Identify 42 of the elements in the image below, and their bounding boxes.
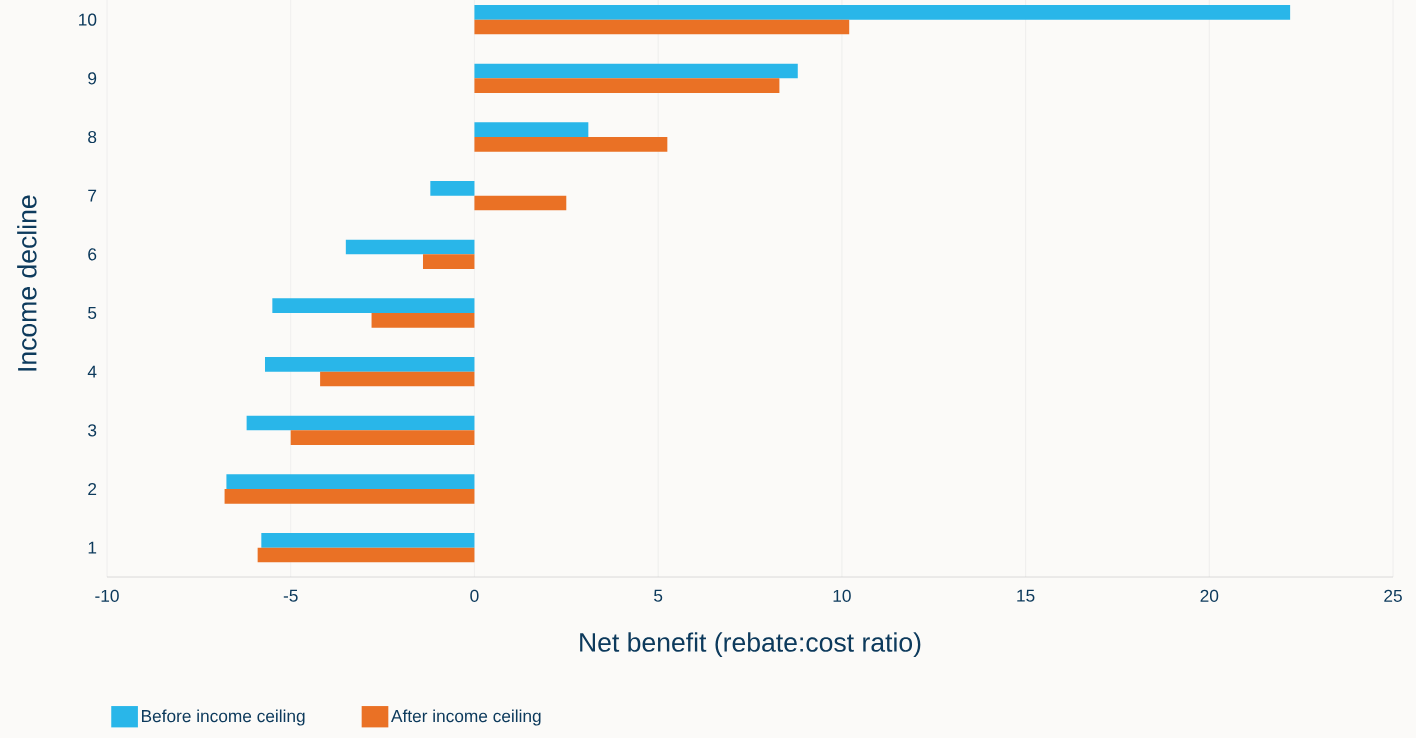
x-tick-label: 25 bbox=[1384, 589, 1402, 602]
x-tick-label: -10 bbox=[95, 589, 119, 602]
bar bbox=[430, 180, 475, 196]
bar bbox=[474, 19, 850, 35]
x-axis-title: Net benefit (rebate:cost ratio) bbox=[580, 632, 921, 658]
y-tick-label: 5 bbox=[88, 306, 97, 320]
y-axis-title: Income decline bbox=[17, 195, 37, 371]
x-tick-label: -5 bbox=[283, 589, 298, 602]
legend-label: After income ceiling bbox=[391, 709, 541, 726]
bar bbox=[474, 195, 567, 211]
y-tick-label: 7 bbox=[88, 189, 97, 202]
y-tick-label: 1 bbox=[88, 541, 97, 554]
y-tick-label: 9 bbox=[88, 72, 97, 85]
x-tick-label: 15 bbox=[1017, 589, 1035, 602]
x-tick-label: 20 bbox=[1200, 589, 1219, 602]
y-tick-label: 2 bbox=[88, 482, 97, 496]
y-tick-label: 6 bbox=[88, 248, 97, 261]
bar bbox=[345, 239, 475, 255]
y-tick-label: 3 bbox=[88, 424, 97, 437]
bar bbox=[272, 298, 475, 313]
bar bbox=[246, 415, 475, 431]
bar bbox=[474, 63, 798, 79]
x-tick-label: 5 bbox=[654, 589, 663, 602]
bar bbox=[224, 489, 475, 504]
bar bbox=[290, 430, 475, 445]
bar bbox=[474, 78, 780, 93]
y-tick-label: 4 bbox=[87, 365, 97, 378]
bar bbox=[320, 371, 475, 387]
bar bbox=[264, 356, 475, 372]
y-tick-label: 10 bbox=[79, 13, 97, 26]
bar bbox=[474, 136, 668, 152]
bar bbox=[371, 312, 475, 328]
legend-label: Before income ceiling bbox=[141, 709, 305, 726]
x-tick-label: 0 bbox=[470, 589, 479, 602]
x-tick-label: 10 bbox=[833, 589, 851, 602]
bar bbox=[422, 254, 475, 269]
bar bbox=[226, 474, 475, 489]
y-tick-label: 8 bbox=[88, 130, 97, 144]
bar bbox=[261, 533, 475, 548]
bar bbox=[257, 547, 475, 563]
bar bbox=[474, 4, 1291, 20]
bar bbox=[474, 122, 589, 137]
